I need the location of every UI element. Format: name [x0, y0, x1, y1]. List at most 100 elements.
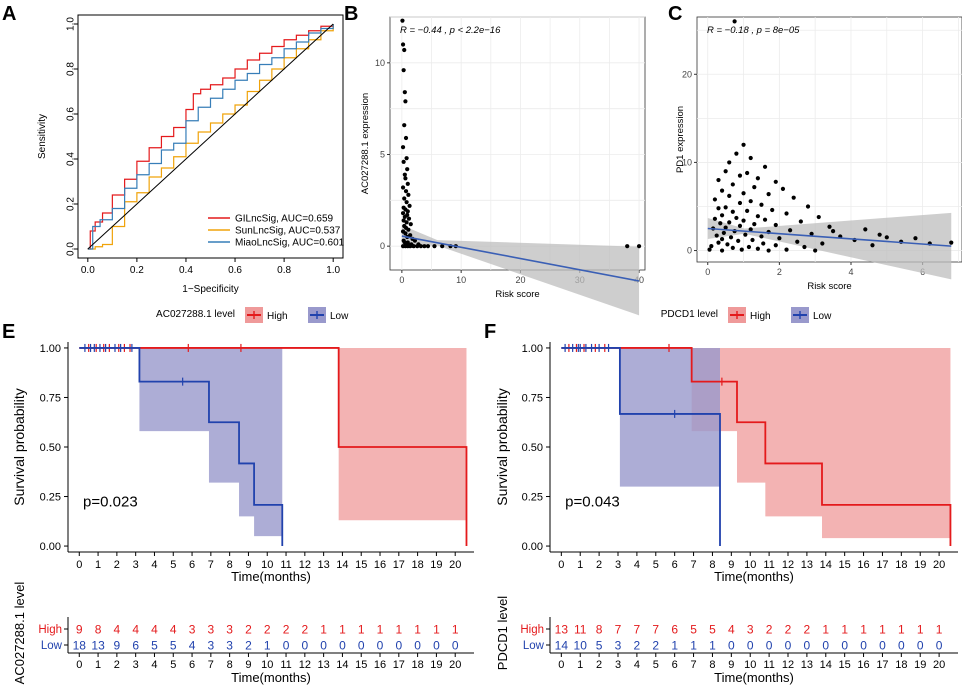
x-tick-label: 17: [393, 559, 405, 571]
legend-label: Low: [813, 311, 832, 322]
data-point: [716, 177, 721, 183]
risk-x-tick-label: 6: [672, 659, 678, 671]
data-point: [405, 167, 410, 172]
y-tick-label: 0: [380, 241, 385, 251]
data-point: [400, 145, 406, 150]
x-tick-label: 15: [839, 559, 851, 571]
risk-count: 2: [264, 623, 271, 637]
risk-count: 3: [226, 623, 233, 637]
x-tick-label: 11: [763, 559, 774, 571]
data-point: [719, 236, 725, 242]
data-point: [401, 159, 406, 164]
survival-curve: [561, 347, 952, 547]
x-tick-label: 0.0: [81, 265, 95, 276]
risk-count: 1: [898, 623, 905, 637]
roc-curve: [87, 24, 334, 250]
data-point: [727, 160, 732, 165]
y-tick-label: 0.4: [66, 152, 77, 166]
data-point: [884, 235, 889, 240]
data-point: [770, 207, 775, 213]
risk-x-tick-label: 18: [411, 659, 423, 671]
data-point: [745, 208, 750, 213]
data-point: [949, 240, 954, 245]
data-point: [407, 203, 412, 208]
data-point: [863, 227, 868, 232]
x-tick-label: 13: [801, 559, 813, 571]
legend-label: Low: [330, 311, 349, 322]
risk-count: 0: [395, 639, 402, 653]
risk-x-tick-label: 14: [820, 659, 832, 671]
risk-table-title: PDCD1 level: [495, 596, 510, 671]
data-point: [728, 235, 734, 240]
risk-count: 13: [91, 639, 105, 653]
x-tick-label: 9: [728, 559, 734, 571]
x-tick-label: 10: [744, 559, 756, 571]
data-point: [718, 221, 723, 226]
data-point: [401, 68, 406, 73]
y-tick-label: 0.50: [522, 442, 543, 454]
risk-x-tick-label: 4: [634, 659, 640, 671]
data-point: [773, 179, 778, 184]
legend-label: High: [267, 311, 288, 322]
x-tick-label: 0: [558, 559, 564, 571]
risk-count: 7: [634, 623, 641, 637]
x-tick-label: 7: [690, 559, 696, 571]
data-point: [755, 246, 760, 251]
data-point: [406, 216, 412, 221]
risk-x-axis-label: Time(months): [714, 670, 794, 685]
p-value: p=0.023: [83, 493, 138, 510]
risk-count: 0: [917, 639, 924, 653]
risk-count: 2: [804, 623, 811, 637]
x-tick-label: 0.8: [277, 265, 291, 276]
data-point: [816, 214, 821, 220]
x-tick-label: 5: [653, 559, 659, 571]
data-point: [400, 211, 406, 216]
risk-row-label: Low: [41, 640, 63, 652]
data-point: [752, 222, 757, 227]
data-point: [716, 240, 721, 245]
x-tick-label: 0.2: [130, 265, 144, 276]
data-point: [723, 205, 728, 210]
x-tick-label: 18: [411, 559, 423, 571]
data-point: [402, 47, 407, 53]
risk-x-tick-label: 19: [430, 659, 442, 671]
risk-count: 4: [728, 623, 735, 637]
data-point: [745, 170, 750, 176]
x-tick-label: 12: [299, 559, 311, 571]
panel-label-f: F: [484, 321, 496, 343]
y-axis-label: Survival probability: [11, 388, 27, 506]
risk-x-tick-label: 17: [393, 659, 405, 671]
data-point: [714, 233, 719, 238]
risk-x-tick-label: 15: [839, 659, 851, 671]
confidence-band: [338, 347, 467, 521]
data-point: [827, 224, 832, 229]
risk-x-tick-label: 10: [744, 659, 756, 671]
data-point: [716, 206, 721, 211]
risk-x-tick-label: 0: [76, 659, 82, 671]
data-point: [403, 189, 409, 194]
x-axis-label: 1−Specificity: [182, 284, 238, 295]
risk-x-tick-label: 12: [782, 659, 794, 671]
confidence-band: [139, 347, 283, 537]
legend-label: MiaoLncSig, AUC=0.601: [235, 238, 345, 249]
data-point: [734, 215, 739, 221]
data-point: [813, 248, 818, 253]
panel-label-c: C: [668, 3, 682, 25]
x-tick-label: 12: [782, 559, 794, 571]
data-point: [743, 232, 748, 237]
confidence-band: [619, 347, 720, 487]
risk-x-tick-label: 11: [280, 659, 291, 671]
data-point: [777, 236, 782, 241]
risk-x-tick-label: 2: [596, 659, 602, 671]
x-tick-label: 7: [208, 559, 214, 571]
x-tick-label: 4: [634, 559, 640, 571]
risk-x-tick-label: 17: [876, 659, 888, 671]
data-point: [762, 164, 768, 169]
y-tick-label: 0.50: [40, 442, 61, 454]
data-point: [805, 204, 811, 209]
risk-count: 1: [822, 623, 829, 637]
x-tick-label: 8: [709, 559, 715, 571]
risk-count: 1: [339, 623, 346, 637]
data-point: [402, 123, 407, 128]
data-point: [636, 244, 642, 249]
